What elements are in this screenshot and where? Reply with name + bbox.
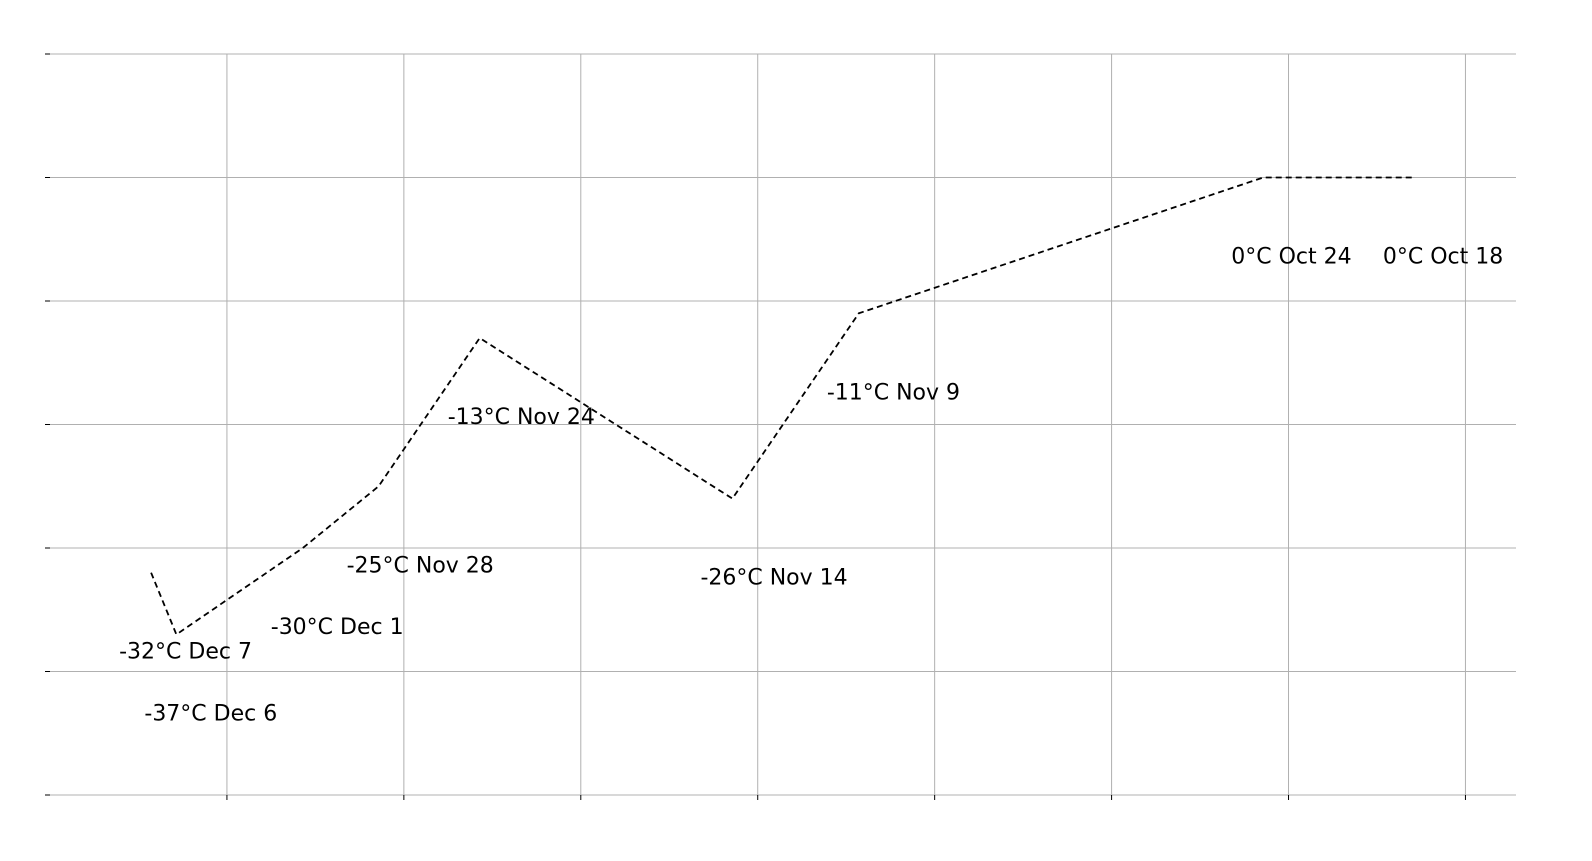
temperature-series-line [150,176,1415,636]
data-label: -30°C Dec 1 [271,615,404,640]
data-label: 0°C Oct 24 [1231,245,1351,270]
grid [50,53,1516,796]
data-label: -37°C Dec 6 [144,701,277,726]
data-label: -32°C Dec 7 [119,640,252,665]
data-label: -11°C Nov 9 [827,380,960,405]
axis-ticks [45,53,1466,800]
data-label: -25°C Nov 28 [347,553,494,578]
data-label: 0°C Oct 18 [1383,245,1503,270]
data-label: -13°C Nov 24 [448,405,595,430]
data-labels: -32°C Dec 7 -37°C Dec 6 -30°C Dec 1 -25°C N… [119,245,1503,727]
data-label: -26°C Nov 14 [700,566,847,591]
